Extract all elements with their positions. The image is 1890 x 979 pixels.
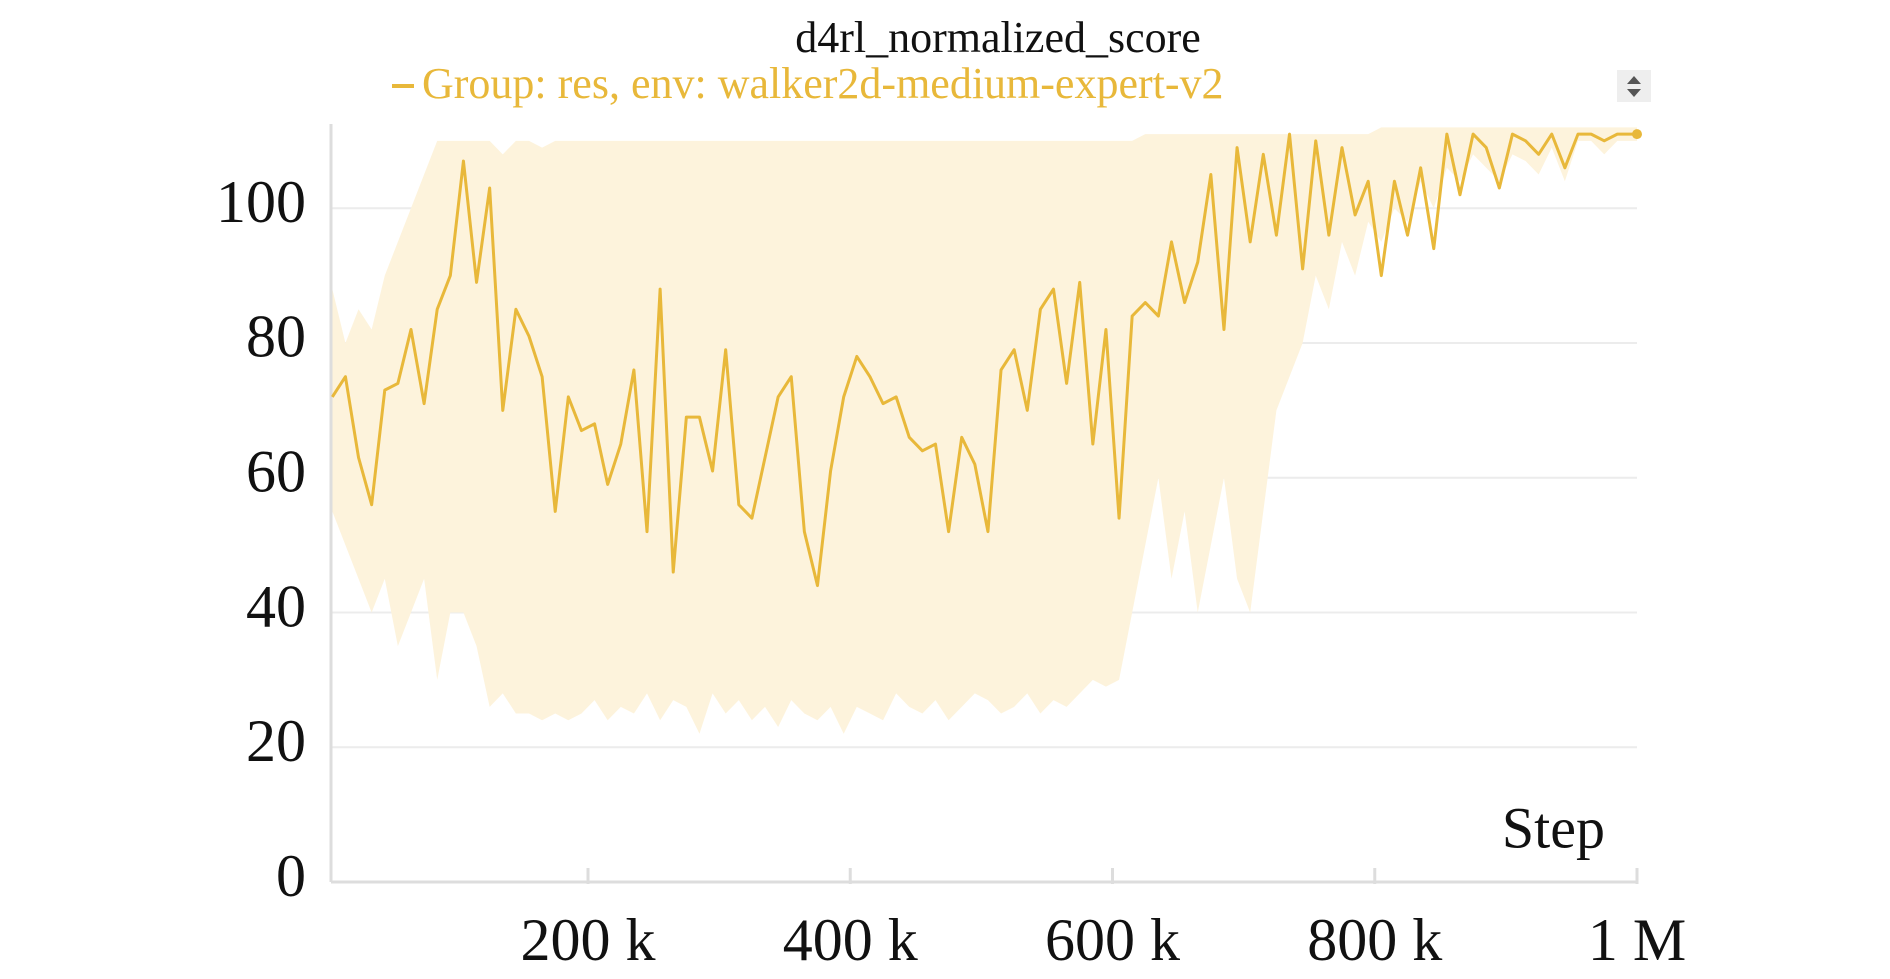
- series-line: [331, 132, 1637, 588]
- legend-entry: Group: res, env: walker2d-medium-expert-…: [422, 59, 1224, 108]
- y-tick-label: 60: [246, 438, 306, 504]
- y-tick-label: 20: [246, 708, 306, 774]
- x-tick-label: 400 k: [783, 907, 918, 973]
- legend-scroll[interactable]: [1617, 70, 1651, 102]
- legend-scroll-box[interactable]: [1617, 70, 1651, 102]
- x-tick-label: 1 M: [1588, 907, 1686, 973]
- chart-title: d4rl_normalized_score: [795, 13, 1201, 62]
- y-tick-label: 0: [276, 843, 306, 909]
- end-point: [1632, 129, 1642, 140]
- x-tick-label: 200 k: [521, 907, 656, 973]
- x-tick-label: 600 k: [1045, 907, 1180, 973]
- range-band: [332, 127, 1637, 734]
- y-tick-label: 100: [216, 169, 306, 235]
- y-tick-label: 40: [246, 573, 306, 639]
- y-tick-label: 80: [246, 304, 306, 370]
- x-tick-label: 800 k: [1307, 907, 1442, 973]
- legend-scroll-arrows[interactable]: [1627, 76, 1641, 97]
- x-axis-label: Step: [1502, 795, 1605, 860]
